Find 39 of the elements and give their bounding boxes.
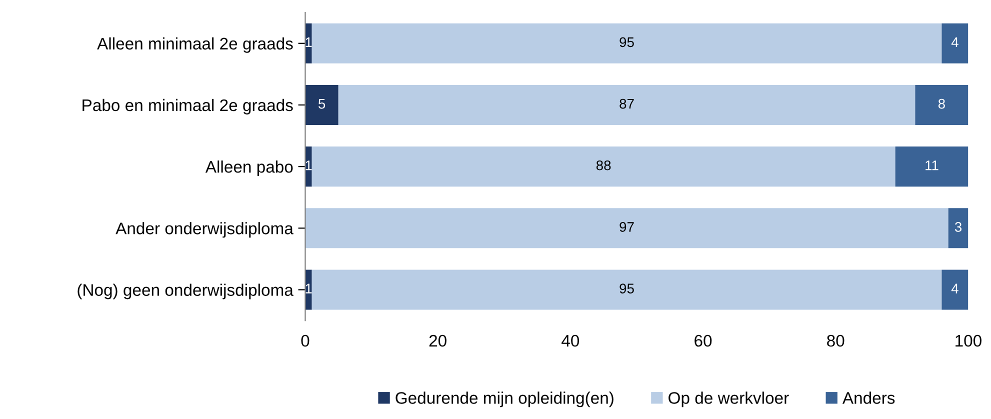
data-label: 3 [954,222,962,232]
legend-label: Op de werkvloer [668,392,789,408]
bar [312,270,942,310]
x-tick-label: 80 [827,334,844,347]
data-label: 1 [306,37,312,47]
bar [915,84,968,125]
y-tick-label: (Nog) geen onderwijsdiploma [78,284,294,300]
data-label: 11 [926,160,938,170]
data-label: 95 [620,284,634,294]
y-tick-label: Pabo en minimaal 2e graads [82,98,293,114]
bar [948,208,968,248]
y-tick-label: Alleen pabo [205,160,293,176]
y-tick-label: Ander onderwijsdiploma [116,222,294,238]
bar [312,146,896,187]
bar [942,270,968,310]
data-label: 5 [318,98,326,109]
bar [338,84,916,125]
x-tick-label: 40 [562,334,580,347]
x-tick-label: 0 [301,334,310,347]
data-label: 88 [596,160,611,170]
y-tick-label: Alleen minimaal 2e graads [97,37,293,53]
data-label: 4 [951,37,958,47]
data-label: 8 [938,98,945,109]
legend-label: Gedurende mijn opleiding(en) [396,392,614,408]
x-tick-label: 100 [956,334,982,347]
data-label: 4 [951,284,958,294]
bar [895,146,968,187]
data-label: 1 [306,284,312,294]
x-tick-label: 60 [694,334,712,347]
data-label: 97 [620,222,634,232]
x-tick-label: 20 [429,334,446,347]
bar [942,23,968,64]
legend-label: Anders [842,392,895,404]
data-label: 95 [620,37,634,48]
data-label: 1 [306,160,312,170]
bar [305,208,948,248]
bar [305,84,338,125]
data-label: 87 [620,98,634,109]
bar [312,23,942,64]
